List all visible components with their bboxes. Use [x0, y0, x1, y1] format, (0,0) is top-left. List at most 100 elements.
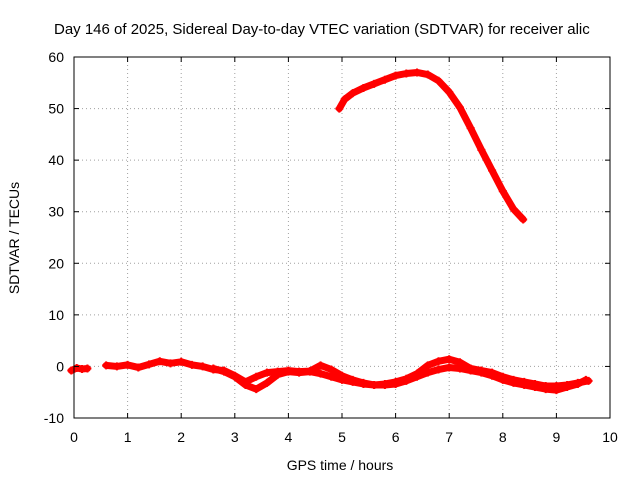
data-point-marker — [187, 360, 196, 369]
data-point-marker — [102, 361, 111, 370]
data-point-marker — [262, 378, 271, 387]
data-point-marker — [359, 379, 368, 388]
data-point-marker — [273, 370, 282, 379]
y-tick-label: 10 — [48, 307, 64, 323]
data-point-marker — [391, 379, 400, 388]
data-point-marker — [581, 375, 590, 384]
data-point-marker — [295, 368, 304, 377]
data-point-marker — [445, 363, 454, 372]
data-point-marker — [335, 104, 344, 113]
data-point-marker — [230, 372, 239, 381]
data-point-marker — [434, 76, 443, 85]
data-point-marker — [316, 361, 325, 370]
tick-marks — [73, 56, 611, 419]
data-point-marker — [340, 95, 349, 104]
x-tick-label: 8 — [499, 429, 507, 445]
data-point-marker — [477, 368, 486, 377]
x-tick-label: 1 — [124, 429, 132, 445]
data-point-marker — [466, 124, 475, 133]
data-point-marker — [145, 360, 154, 369]
data-point-marker — [112, 362, 121, 371]
data-point-marker — [434, 365, 443, 374]
y-tick-label: 50 — [48, 101, 64, 117]
data-point-marker — [563, 383, 572, 392]
data-point-marker — [488, 371, 497, 380]
data-point-marker — [488, 166, 497, 175]
data-point-marker — [380, 380, 389, 389]
y-tick-label: 30 — [48, 204, 64, 220]
data-point-marker — [445, 355, 454, 364]
x-tick-label: 6 — [392, 429, 400, 445]
data-point-marker — [573, 379, 582, 388]
x-tick-label: 5 — [338, 429, 346, 445]
data-point-marker — [391, 71, 400, 80]
y-tick-label: 40 — [48, 152, 64, 168]
data-series — [67, 68, 593, 395]
data-point-marker — [423, 70, 432, 79]
chart-title: Day 146 of 2025, Sidereal Day-to-day VTE… — [54, 21, 590, 38]
data-point-marker — [241, 380, 250, 389]
data-point-marker — [413, 68, 422, 77]
data-point-marker — [466, 366, 475, 375]
data-point-marker — [359, 83, 368, 92]
y-axis-title: SDTVAR / TECUs — [6, 182, 22, 294]
data-point-marker — [262, 368, 271, 377]
data-point-marker — [327, 365, 336, 374]
data-point-marker — [519, 215, 528, 224]
y-tick-label: -10 — [44, 410, 64, 426]
data-point-marker — [370, 79, 379, 88]
x-tick-label: 10 — [602, 429, 618, 445]
data-point-marker — [305, 367, 314, 376]
data-point-marker — [445, 88, 454, 97]
data-point-marker — [413, 372, 422, 381]
data-point-marker — [252, 372, 261, 381]
data-point-marker — [498, 187, 507, 196]
data-point-marker — [83, 364, 92, 373]
data-point-marker — [455, 364, 464, 373]
data-point-marker — [220, 367, 229, 376]
data-point-marker — [370, 380, 379, 389]
data-point-marker — [252, 385, 261, 394]
data-point-marker — [123, 360, 132, 369]
data-point-marker — [423, 361, 432, 370]
data-point-marker — [434, 357, 443, 366]
data-point-marker — [509, 205, 518, 214]
x-tick-label: 4 — [285, 429, 293, 445]
x-tick-label: 9 — [553, 429, 561, 445]
x-tick-label: 0 — [70, 429, 78, 445]
x-tick-label: 3 — [231, 429, 239, 445]
data-point-marker — [498, 375, 507, 384]
data-point-marker — [338, 375, 346, 384]
data-point-marker — [509, 378, 518, 387]
data-point-marker — [166, 359, 175, 368]
data-point-marker — [134, 363, 143, 372]
data-point-marker — [380, 75, 389, 84]
data-point-marker — [348, 89, 357, 98]
data-point-marker — [455, 103, 464, 112]
x-tick-labels: 0 1 2 3 4 5 6 7 8 9 10 — [70, 429, 618, 445]
data-point-marker — [177, 357, 186, 366]
y-tick-label: 0 — [56, 358, 64, 374]
y-tick-label: 60 — [48, 49, 64, 65]
data-point-marker — [327, 372, 336, 381]
x-axis-title: GPS time / hours — [287, 457, 394, 473]
data-point-marker — [541, 385, 550, 394]
x-tick-label: 2 — [177, 429, 185, 445]
data-point-marker — [520, 380, 529, 389]
x-tick-label: 7 — [445, 429, 453, 445]
data-point-marker — [477, 145, 486, 154]
series-arc-high — [335, 68, 528, 224]
data-point-marker — [198, 362, 207, 371]
y-tick-labels: -10 0 10 20 30 40 50 60 — [44, 49, 64, 426]
y-tick-label: 20 — [48, 255, 64, 271]
data-point-marker — [155, 357, 164, 366]
series-arc-low-c — [209, 363, 590, 395]
data-point-marker — [530, 383, 539, 392]
data-point-marker — [402, 69, 411, 78]
data-point-marker — [316, 369, 325, 378]
data-point-marker — [423, 368, 432, 377]
data-point-marker — [402, 376, 411, 385]
data-point-marker — [284, 367, 293, 376]
